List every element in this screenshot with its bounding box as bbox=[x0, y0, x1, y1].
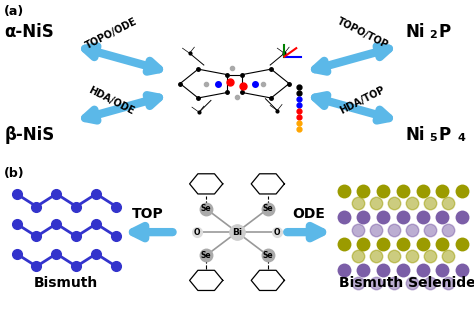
Text: 4: 4 bbox=[457, 133, 465, 143]
Text: Se: Se bbox=[263, 204, 273, 213]
Text: TOP: TOP bbox=[132, 207, 164, 222]
Text: (a): (a) bbox=[4, 5, 24, 18]
Text: O: O bbox=[193, 228, 200, 236]
Text: 5: 5 bbox=[429, 133, 437, 143]
Text: TOPO/ODE: TOPO/ODE bbox=[84, 16, 139, 51]
Text: Se: Se bbox=[263, 251, 273, 260]
Text: (b): (b) bbox=[4, 167, 25, 180]
Text: Ni: Ni bbox=[405, 23, 425, 41]
Text: Se: Se bbox=[201, 204, 211, 213]
Text: Bismuth Selenide: Bismuth Selenide bbox=[339, 276, 474, 290]
Text: 2: 2 bbox=[429, 30, 437, 40]
Text: Ni: Ni bbox=[405, 126, 425, 144]
Text: HDA/ODE: HDA/ODE bbox=[87, 85, 136, 116]
Text: ODE: ODE bbox=[292, 207, 326, 222]
Text: P: P bbox=[438, 126, 451, 144]
Text: Bismuth: Bismuth bbox=[34, 276, 99, 290]
Text: β-NiS: β-NiS bbox=[5, 126, 55, 144]
Text: TOPO/TOP: TOPO/TOP bbox=[336, 16, 390, 51]
Text: HDA/TOP: HDA/TOP bbox=[338, 85, 387, 116]
Text: P: P bbox=[438, 23, 451, 41]
Text: α-NiS: α-NiS bbox=[5, 23, 55, 41]
Text: Se: Se bbox=[201, 251, 211, 260]
Text: Bi: Bi bbox=[232, 228, 242, 236]
Text: O: O bbox=[274, 228, 281, 236]
